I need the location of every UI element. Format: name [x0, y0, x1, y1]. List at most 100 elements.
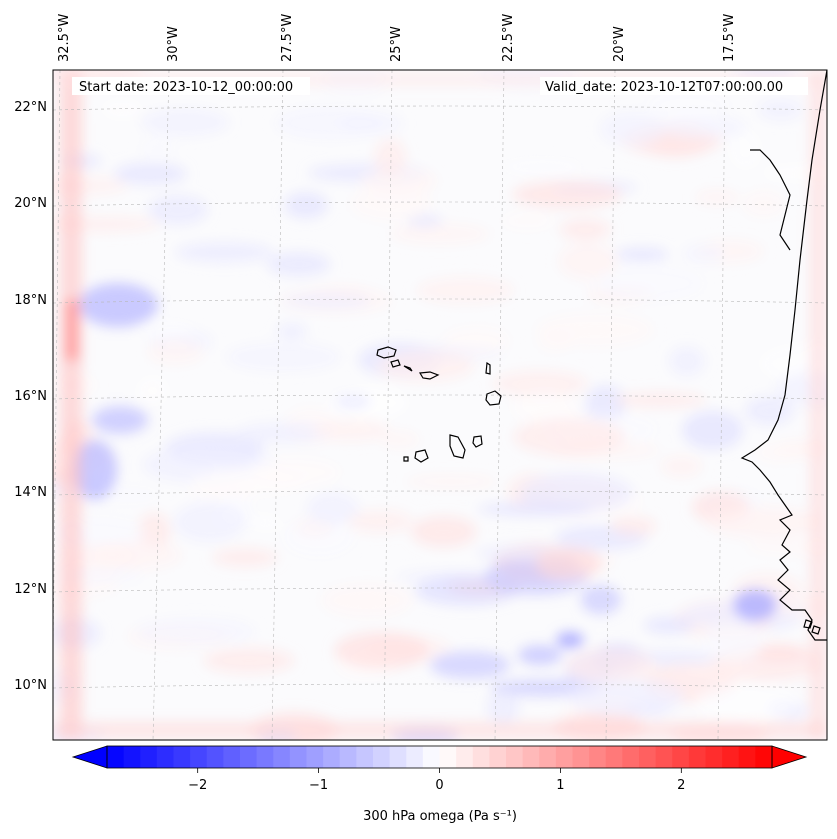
colorbar-segment — [156, 746, 174, 768]
colorbar-segment — [373, 746, 391, 768]
omega-blotch — [135, 617, 256, 645]
colorbar-segments — [107, 746, 773, 768]
omega-blotch — [340, 112, 404, 134]
omega-blotch — [682, 244, 724, 263]
colorbar-segment — [422, 746, 440, 768]
omega-blotch — [510, 392, 580, 423]
parallel-line — [53, 201, 827, 207]
omega-blotch — [113, 162, 187, 185]
africa-coastline — [740, 70, 827, 641]
omega-blotch — [140, 108, 230, 137]
colorbar-extend-min — [71, 745, 108, 769]
colorbar-segment — [672, 746, 690, 768]
omega-blotch — [347, 509, 413, 534]
omega-blotch — [73, 440, 117, 500]
colorbar-segment — [107, 746, 125, 768]
cape-blanc-coast — [750, 149, 791, 251]
omega-blotch — [250, 515, 282, 531]
omega-blotch — [430, 651, 510, 679]
omega-blotch — [101, 100, 143, 119]
colorbar-segment — [273, 746, 291, 768]
omega-blotch — [284, 192, 328, 219]
meridian-line — [605, 70, 616, 740]
omega-blotch — [283, 517, 356, 557]
parallel-line — [53, 105, 827, 111]
colorbar-segment — [339, 746, 357, 768]
omega-blotch — [334, 394, 371, 409]
omega-blotch — [564, 648, 656, 685]
lon-label-32-5w: 32.5°W — [57, 14, 72, 62]
colorbar-tick-label: 0 — [435, 778, 443, 793]
lon-label-30w: 30°W — [166, 26, 181, 62]
omega-blotch — [53, 216, 160, 233]
omega-blotch — [513, 418, 626, 456]
island-sao-vicente — [390, 359, 401, 368]
colorbar-segment — [439, 746, 457, 768]
colorbar-segment — [489, 746, 507, 768]
omega-blotch — [758, 98, 804, 121]
colorbar-segment — [173, 746, 191, 768]
omega-blotch — [599, 112, 667, 146]
lon-label-25w: 25°W — [389, 26, 404, 62]
lat-label-20n: 20°N — [14, 196, 47, 211]
omega-blotch — [212, 548, 279, 567]
omega-blotch — [140, 138, 175, 159]
omega-blotch — [78, 283, 158, 327]
omega-blotch — [556, 632, 584, 648]
omega-blotch — [518, 645, 562, 665]
colorbar-segment — [688, 746, 706, 768]
colorbar-segment — [256, 746, 274, 768]
island-maio — [472, 435, 483, 448]
colorbar-segment — [655, 746, 673, 768]
colorbar-segment — [522, 746, 540, 768]
omega-blotch — [746, 538, 827, 556]
colorbar: −2 −1 0 1 2 300 hPa omega (Pa s⁻¹) — [71, 745, 808, 824]
colorbar-tick-label: −1 — [309, 778, 328, 793]
omega-blotch — [226, 343, 341, 371]
omega-blotch — [350, 187, 433, 221]
start-date-box — [72, 77, 310, 95]
meridian-line — [717, 70, 726, 740]
omega-blotch — [410, 515, 477, 548]
colorbar-label: 300 hPa omega (Pa s⁻¹) — [363, 809, 517, 824]
island-sao-nicolau — [418, 371, 440, 380]
lat-label-12n: 12°N — [14, 582, 47, 597]
omega-blotch — [753, 643, 809, 662]
colorbar-segment — [140, 746, 158, 768]
lon-label-27-5w: 27.5°W — [280, 14, 295, 62]
colorbar-segment — [622, 746, 640, 768]
meridian-line — [494, 70, 505, 740]
omega-blotch — [695, 683, 801, 724]
omega-field — [53, 70, 827, 740]
omega-blotch — [147, 339, 204, 365]
omega-blotch — [203, 647, 295, 674]
omega-blotch — [585, 384, 626, 423]
start-date-label: Start date: 2023-10-12_00:00:00 — [79, 80, 293, 95]
omega-blotch — [136, 377, 169, 405]
lat-label-10n: 10°N — [14, 678, 47, 693]
omega-blotch — [306, 492, 359, 525]
colorbar-segment — [539, 746, 557, 768]
omega-blotch — [236, 422, 332, 444]
colorbar-segment — [589, 746, 607, 768]
lon-label-20w: 20°W — [612, 26, 627, 62]
omega-blotch — [559, 218, 611, 241]
colorbar-segment — [190, 746, 208, 768]
omega-blotch — [254, 458, 342, 487]
omega-blotch — [139, 320, 195, 337]
omega-blotch — [558, 243, 618, 280]
omega-blotch — [321, 582, 413, 618]
meridian-line — [383, 70, 393, 740]
omega-blotch — [535, 546, 602, 581]
omega-blotch — [374, 138, 407, 176]
omega-blotch — [742, 190, 785, 217]
boundary-strip — [53, 722, 827, 738]
graticule — [53, 70, 827, 740]
island-santa-luzia — [403, 365, 413, 372]
omega-blotch — [380, 431, 420, 448]
colorbar-segment — [289, 746, 307, 768]
omega-blotch — [668, 346, 705, 377]
island-fogo — [414, 449, 429, 463]
parallel-line — [53, 587, 827, 593]
colorbar-tick-label: 1 — [556, 778, 564, 793]
